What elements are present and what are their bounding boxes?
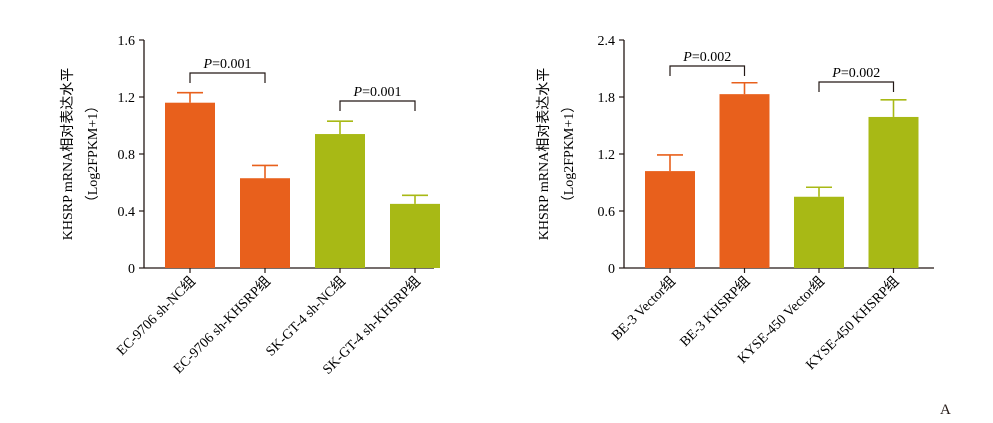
significance-label: P=0.001 bbox=[203, 57, 252, 72]
significance-bracket bbox=[189, 72, 266, 83]
significance-label: P=0.001 bbox=[353, 85, 402, 100]
x-tick-label: BE-3 Vector组 bbox=[609, 274, 679, 344]
y-tick-label: 0 bbox=[608, 262, 615, 277]
y-tick-label: 1.2 bbox=[118, 91, 136, 106]
significance-bracket bbox=[339, 100, 416, 111]
bar bbox=[240, 178, 290, 268]
bar bbox=[645, 171, 695, 268]
y-tick-label: 1.2 bbox=[598, 148, 616, 163]
y-tick-label: 0.8 bbox=[118, 148, 136, 163]
significance-label: P=0.002 bbox=[682, 50, 731, 65]
y-tick-label: 1.6 bbox=[118, 34, 136, 49]
y-tick-label: 0 bbox=[128, 262, 135, 277]
significance-bracket bbox=[818, 81, 895, 92]
x-tick-label: SK-GT-4 sh-NC组 bbox=[263, 274, 349, 360]
y-tick-label: 2.4 bbox=[598, 34, 616, 49]
bar bbox=[794, 196, 844, 268]
y-tick-label: 1.8 bbox=[598, 91, 616, 106]
bar bbox=[868, 116, 919, 268]
significance-label: P=0.002 bbox=[831, 66, 880, 81]
panel-label: A bbox=[940, 402, 951, 418]
bar bbox=[165, 102, 215, 268]
chart-1: 0 0.4 0.8 1.2 1.6 KHSRP mRNA相对表达水平 （Log2FPKM+1… bbox=[60, 34, 440, 378]
y-axis-title: KHSRP mRNA相对表达水平 bbox=[60, 68, 76, 241]
bar bbox=[719, 94, 770, 269]
y-tick-label: 0.6 bbox=[598, 205, 616, 220]
x-tick-label: BE-3 KHSRP组 bbox=[677, 274, 754, 351]
x-tick-label: EC-9706 sh-NC组 bbox=[114, 274, 199, 359]
y-axis-title: KHSRP mRNA相对表达水平 bbox=[536, 68, 552, 241]
y-tick-label: 0.4 bbox=[118, 205, 136, 220]
significance-bracket bbox=[669, 65, 746, 76]
bar bbox=[315, 134, 365, 268]
y-axis-title-unit: （Log2FPKM+1） bbox=[85, 99, 101, 210]
y-axis-title-unit: （Log2FPKM+1） bbox=[561, 99, 577, 210]
chart-2: 0 0.6 1.2 1.8 2.4 KHSRP mRNA相对表达水平 （Log2FPKM+1… bbox=[536, 34, 934, 373]
bar bbox=[390, 203, 440, 268]
